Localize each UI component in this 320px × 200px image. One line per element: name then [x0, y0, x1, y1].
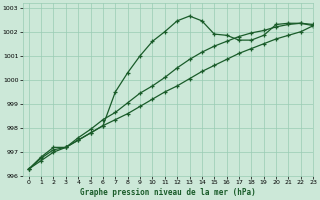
X-axis label: Graphe pression niveau de la mer (hPa): Graphe pression niveau de la mer (hPa) [80, 188, 256, 197]
